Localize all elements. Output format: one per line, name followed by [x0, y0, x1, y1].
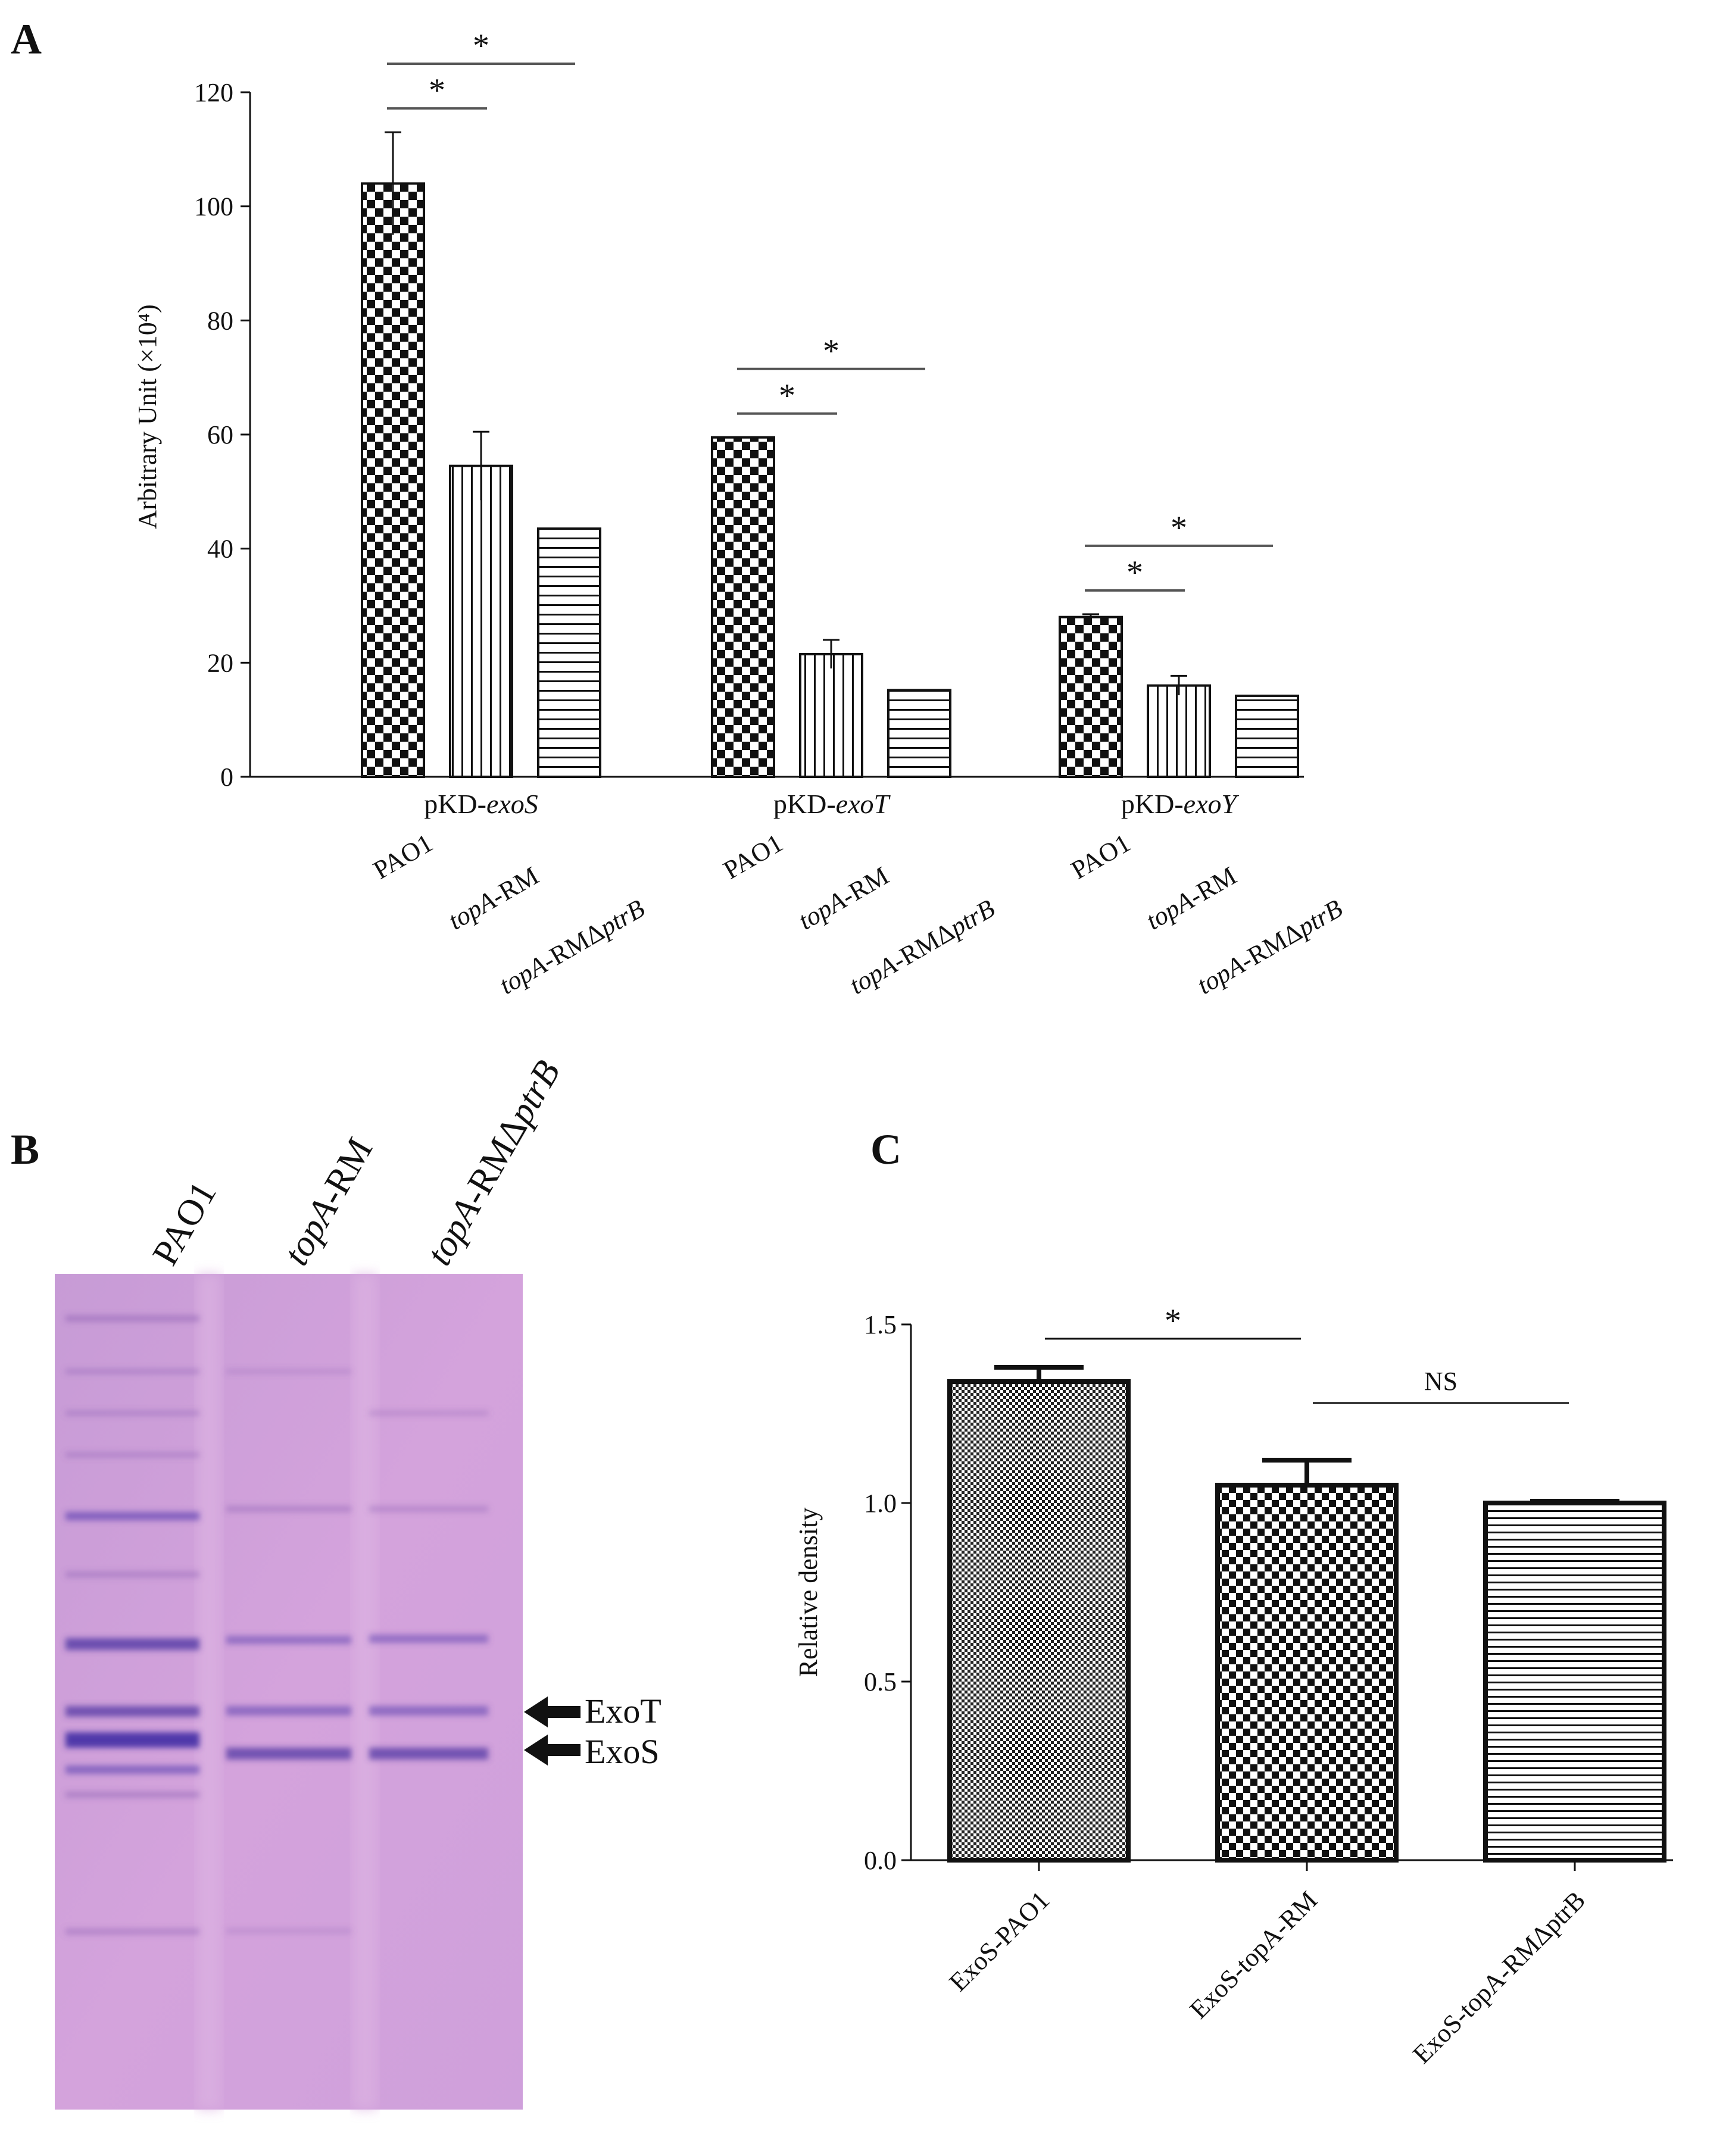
significance-label: *	[1171, 510, 1187, 546]
category-label: PAO1	[719, 828, 788, 885]
bar	[887, 689, 951, 779]
blot-lane-1-bands	[65, 1316, 199, 1935]
group-label: pKD-exoS	[424, 789, 538, 819]
blot-lane-3-bands	[369, 1411, 488, 1760]
exot-label: ExoT	[585, 1692, 661, 1730]
bar	[1235, 694, 1299, 778]
significance-label: *	[1165, 1302, 1181, 1339]
y-tick-label: 60	[207, 420, 233, 449]
bar	[1215, 1483, 1399, 1863]
bar	[711, 436, 775, 778]
bar	[1059, 615, 1123, 778]
category-label: PAO1	[1066, 828, 1135, 885]
blot-lane-gap	[352, 1274, 377, 2110]
category-label: PAO1	[369, 828, 438, 885]
bar	[799, 652, 863, 779]
bar	[449, 464, 513, 778]
y-tick-label: 80	[207, 306, 233, 335]
bar	[947, 1379, 1131, 1863]
bar	[361, 182, 425, 779]
y-tick-label: 0	[220, 763, 233, 792]
significance-label: NS	[1424, 1367, 1458, 1396]
chart-a: 0 20 40 60 80 100 120 Arbitrary Unit (×10⁴) pKD-…	[133, 27, 1347, 1000]
y-axis-label: Relative density	[794, 1508, 823, 1677]
chart-c: 0.0 0.5 1.0 1.5 Relative density ExoS-PAO1 Exo…	[794, 1302, 1673, 2069]
category-label: topA-RMΔptrB	[494, 893, 650, 1000]
panel-letter-b: B	[11, 1126, 39, 1173]
y-tick-label: 1.5	[864, 1310, 897, 1339]
blot-membrane	[55, 1274, 523, 2110]
y-tick-label: 120	[194, 78, 233, 107]
significance-label: *	[1126, 554, 1143, 591]
category-label: ExoS-topA-RM	[1184, 1885, 1323, 2024]
bar	[1147, 684, 1211, 778]
blot-lane-gap	[196, 1274, 221, 2110]
panel-letter-a: A	[11, 15, 42, 63]
exos-arrow-icon	[524, 1735, 581, 1766]
category-label: topA-RMΔptrB	[1192, 893, 1347, 1000]
exot-arrow-icon	[524, 1696, 581, 1727]
bar	[1483, 1501, 1666, 1863]
exos-label: ExoS	[585, 1732, 660, 1771]
significance-label: *	[429, 72, 445, 109]
y-tick-label: 100	[194, 192, 233, 221]
blot-lane-label-topa-rm: topA-RM	[276, 1131, 380, 1272]
category-label: ExoS-PAO1	[944, 1885, 1055, 1996]
bar	[537, 527, 601, 778]
significance-label: *	[779, 377, 795, 414]
significance-label: *	[473, 27, 489, 64]
blot-lane-label-pao1: PAO1	[145, 1175, 224, 1272]
y-tick-label: 40	[207, 535, 233, 564]
category-label: topA-RM	[794, 861, 894, 936]
blot-lane-2-bands	[226, 1369, 351, 1933]
category-label: topA-RM	[1141, 861, 1241, 936]
panel-letter-c: C	[870, 1126, 901, 1173]
group-label: pKD-exoY	[1121, 789, 1240, 819]
category-label: topA-RM	[444, 861, 544, 936]
y-tick-label: 20	[207, 648, 233, 677]
y-tick-label: 0.0	[864, 1846, 897, 1875]
y-tick-label: 0.5	[864, 1667, 897, 1696]
group-label: pKD-exoT	[773, 789, 891, 819]
western-blot: PAO1 topA-RM topA-RMΔptrB ExoT ExoS	[55, 1054, 661, 2110]
y-axis-label: Arbitrary Unit (×10⁴)	[133, 304, 162, 529]
y-tick-label: 1.0	[864, 1489, 897, 1518]
category-label: ExoS-topA-RMΔptrB	[1407, 1885, 1591, 2069]
significance-label: *	[823, 333, 839, 370]
blot-lane-label-topa-rm-ptrb: topA-RMΔptrB	[419, 1054, 568, 1272]
category-label: topA-RMΔptrB	[844, 893, 1000, 1000]
